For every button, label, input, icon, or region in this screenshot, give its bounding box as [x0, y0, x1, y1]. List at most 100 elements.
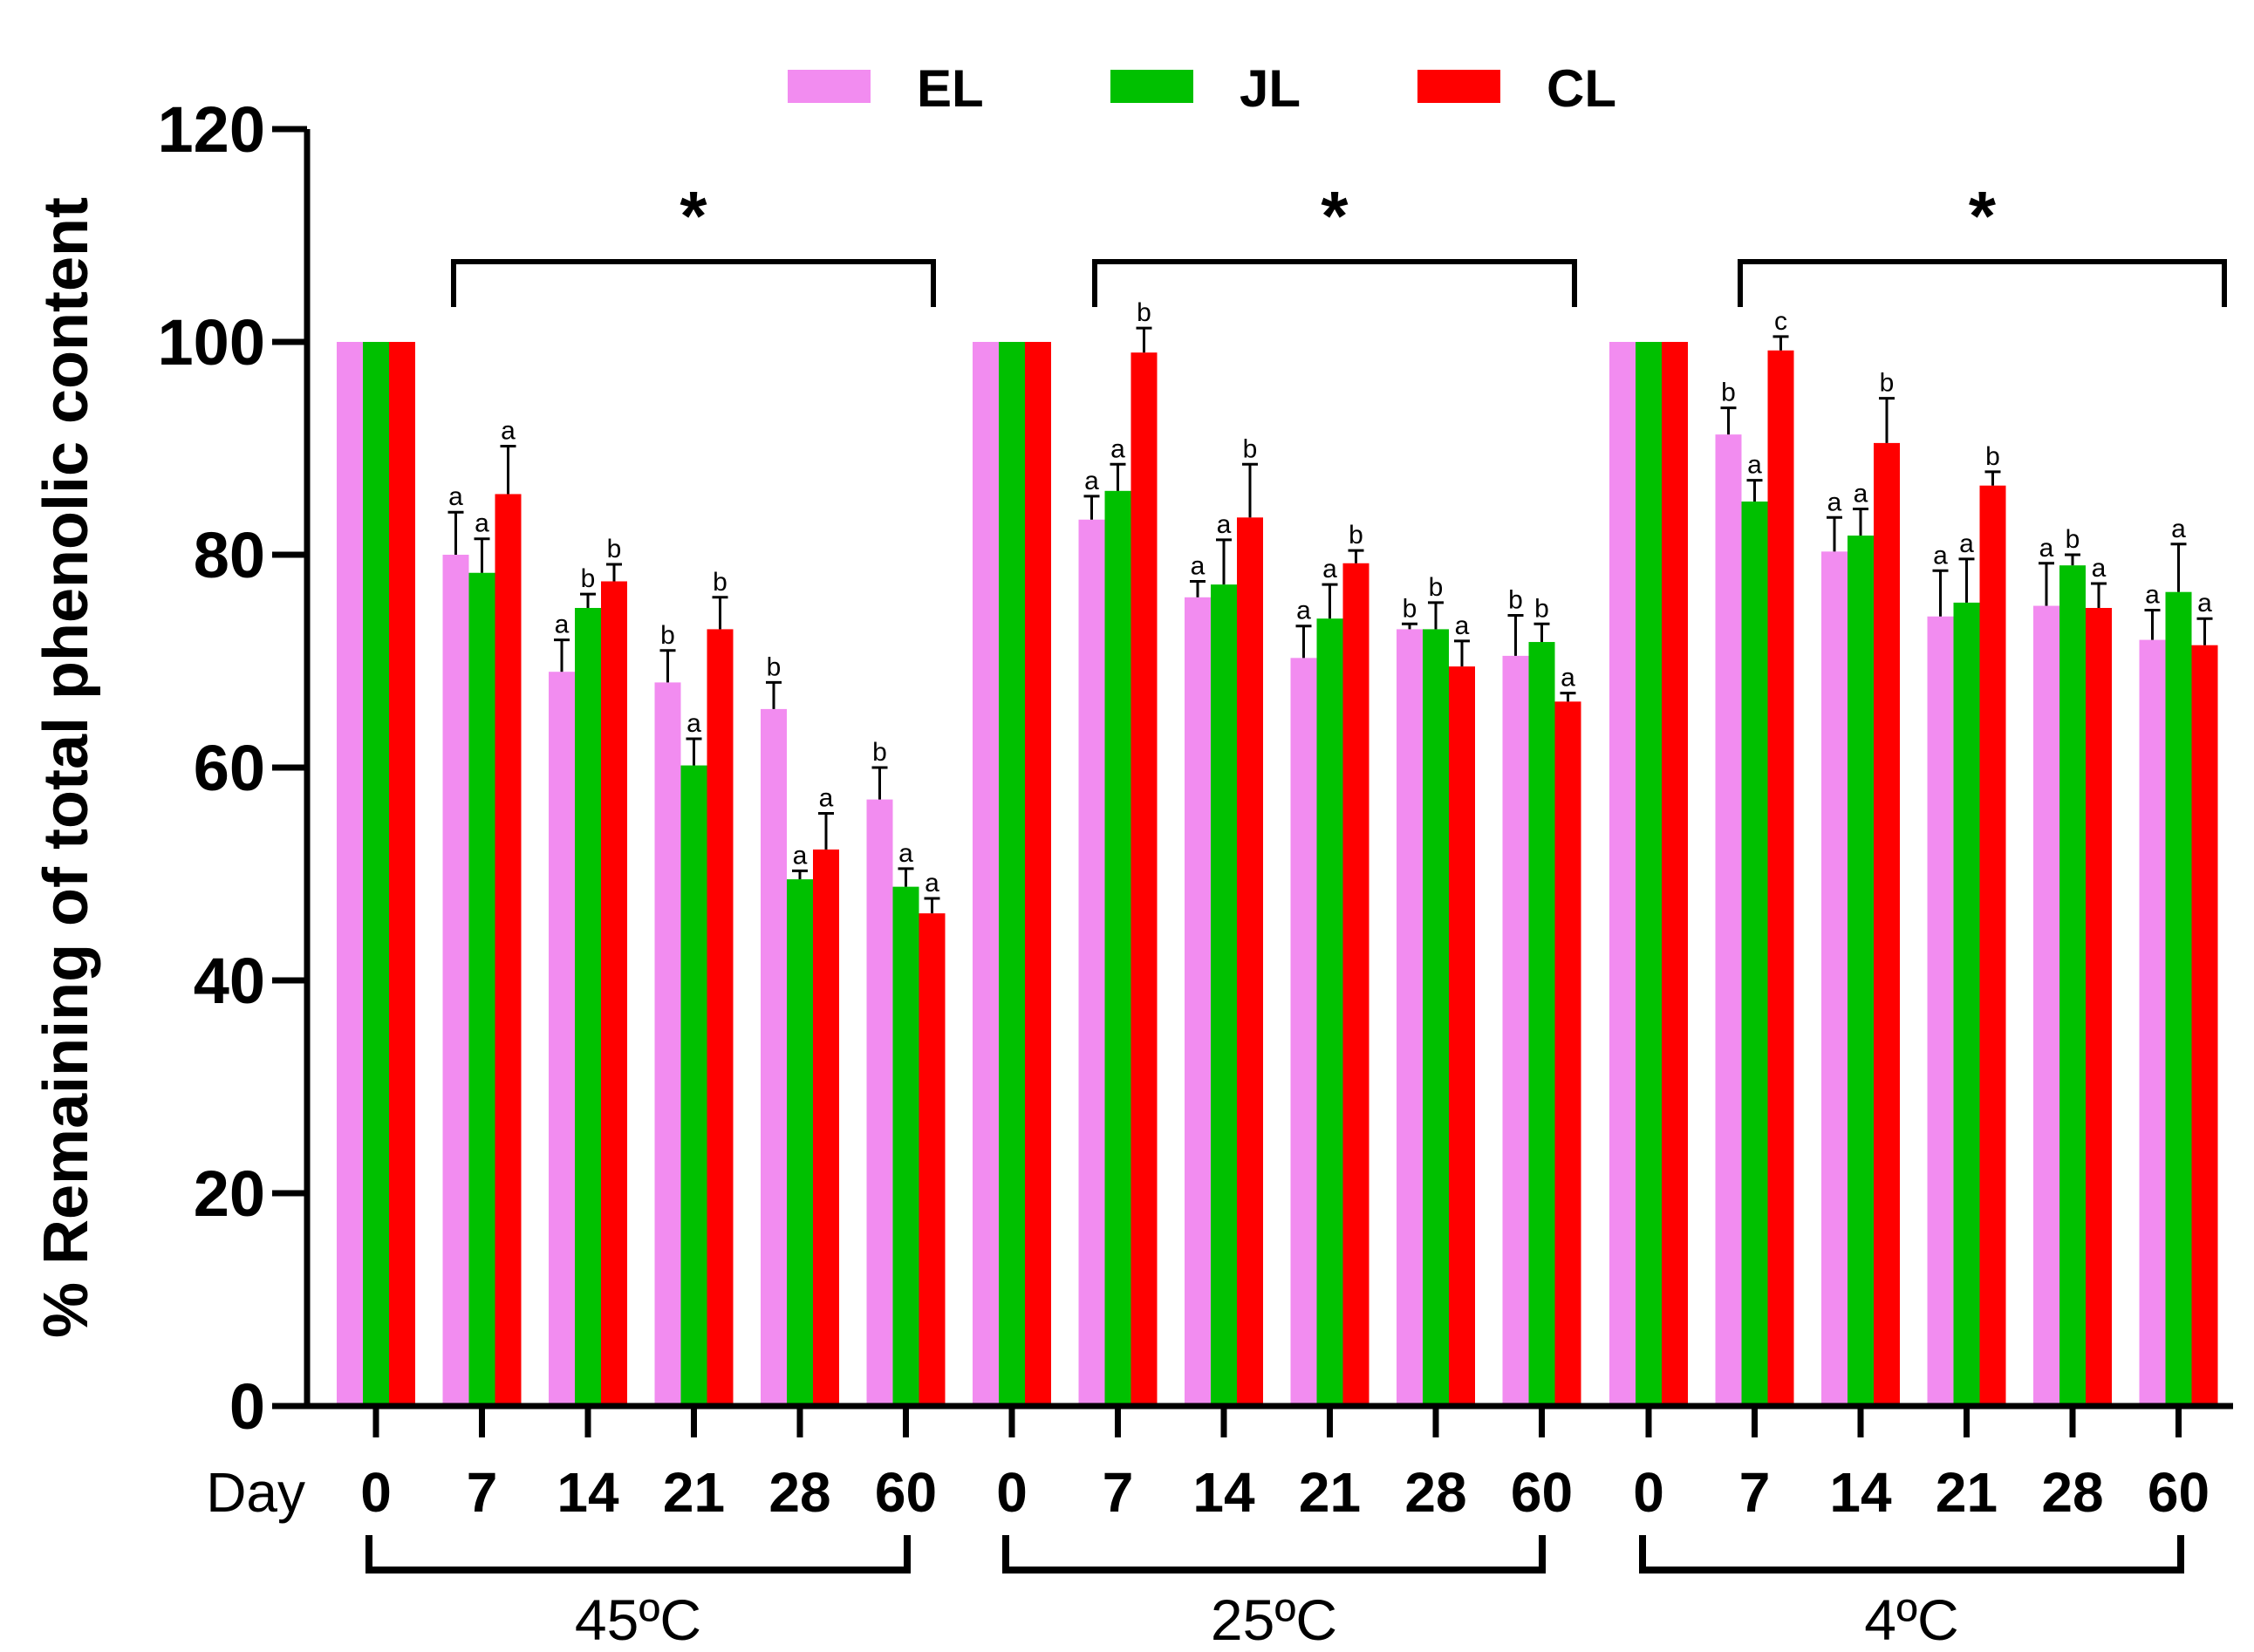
y-tick-label: 60: [194, 732, 265, 804]
y-tick-label: 0: [229, 1370, 265, 1443]
significance-letter: a: [1959, 529, 1974, 558]
bar-25ºC-JL-day14: [1211, 584, 1237, 1406]
bar-45ºC-JL-day28: [787, 879, 813, 1406]
significance-letter: b: [1429, 573, 1444, 602]
x-tick-label: 60: [875, 1461, 937, 1524]
bar-25ºC-JL-day21: [1316, 618, 1343, 1406]
significance-letter: b: [607, 535, 622, 563]
significance-letter: b: [1721, 379, 1736, 407]
temperature-label: 45ºC: [575, 1587, 701, 1652]
significance-letter: a: [448, 482, 463, 511]
temperature-bracket: [1639, 1535, 2184, 1573]
significance-letter: b: [713, 568, 727, 597]
significance-letter: a: [2145, 580, 2160, 609]
bar-4ºC-CL-day7: [1767, 350, 1794, 1406]
significance-letter: a: [1854, 480, 1868, 509]
significance-letter: a: [2092, 554, 2107, 583]
bar-4ºC-JL-day14: [1848, 536, 1874, 1406]
bar-25ºC-CL-day21: [1342, 563, 1369, 1406]
bar-4ºC-JL-day21: [1953, 602, 1980, 1406]
x-tick-label: 0: [996, 1461, 1028, 1524]
x-tick-label: 7: [467, 1461, 498, 1524]
x-tick-label: 0: [1633, 1461, 1664, 1524]
x-tick-label: 14: [1829, 1461, 1892, 1524]
y-tick-label: 20: [194, 1157, 265, 1230]
bar-4ºC-EL-day0: [1609, 342, 1636, 1406]
bar-45ºC-EL-day60: [866, 799, 893, 1406]
bar-25ºC-CL-day14: [1237, 517, 1263, 1406]
significance-letter: a: [2171, 515, 2186, 543]
significance-star: *: [1321, 177, 1349, 255]
significance-letter: b: [1508, 586, 1523, 615]
x-tick-label: 28: [768, 1461, 830, 1524]
bar-4ºC-EL-day28: [2033, 605, 2059, 1406]
significance-letter: a: [1084, 467, 1099, 495]
bar-25ºC-JL-day7: [1104, 490, 1131, 1406]
significance-bracket: [451, 259, 936, 307]
bar-4ºC-JL-day7: [1741, 502, 1768, 1406]
significance-letter: c: [1774, 307, 1787, 336]
significance-letter: b: [767, 652, 782, 681]
significance-letter: a: [501, 417, 516, 446]
significance-letter: b: [1985, 442, 2000, 471]
x-tick-label: 14: [557, 1461, 619, 1524]
significance-letter: a: [686, 709, 701, 738]
y-tick-label: 100: [158, 306, 265, 379]
significance-letter: a: [1191, 552, 1206, 581]
significance-letter: a: [1296, 597, 1311, 625]
bar-45ºC-CL-day60: [919, 913, 946, 1406]
y-axis-title: % Remaining of total phenolic content: [31, 197, 101, 1338]
significance-letter: a: [1217, 510, 1232, 539]
bar-4ºC-JL-day0: [1636, 342, 1662, 1406]
bar-45ºC-CL-day21: [707, 629, 734, 1406]
x-tick-label: 28: [1404, 1461, 1466, 1524]
legend-label-JL: JL: [1240, 59, 1301, 118]
significance-letter: a: [1455, 611, 1470, 640]
significance-letter: a: [1747, 451, 1762, 480]
significance-letter: a: [1827, 488, 1842, 516]
bar-4ºC-CL-day28: [2086, 608, 2112, 1406]
bar-25ºC-EL-day60: [1502, 655, 1529, 1406]
x-tick-label: 21: [1936, 1461, 1998, 1524]
significance-letter: b: [2066, 525, 2080, 554]
bar-25ºC-JL-day60: [1528, 642, 1555, 1406]
legend-label-EL: EL: [917, 59, 984, 118]
significance-letter: a: [2039, 534, 2054, 563]
legend-swatch-JL: [1110, 70, 1193, 103]
bar-25ºC-CL-day7: [1130, 352, 1158, 1407]
significance-letter: a: [898, 839, 913, 868]
significance-letter: b: [1243, 434, 1258, 463]
temperature-bracket: [1002, 1535, 1546, 1573]
bar-4ºC-CL-day14: [1874, 442, 1900, 1406]
bar-4ºC-EL-day7: [1715, 434, 1742, 1406]
bar-25ºC-CL-day28: [1449, 666, 1475, 1406]
x-tick-label: 0: [360, 1461, 392, 1524]
bar-4ºC-CL-day60: [2191, 645, 2218, 1406]
significance-letter: a: [1561, 664, 1575, 693]
bar-25ºC-JL-day0: [999, 342, 1025, 1406]
significance-letter: a: [475, 509, 489, 538]
bar-45ºC-JL-day21: [680, 765, 707, 1406]
legend-label-CL: CL: [1547, 59, 1616, 118]
significance-letter: a: [1322, 555, 1337, 584]
bar-45ºC-EL-day21: [654, 682, 681, 1406]
x-tick-label: 28: [2041, 1461, 2103, 1524]
significance-letter: a: [2197, 589, 2212, 618]
significance-letter: a: [925, 869, 939, 898]
bar-45ºC-EL-day28: [761, 708, 787, 1406]
significance-letter: b: [1403, 594, 1417, 623]
bar-45ºC-JL-day7: [468, 572, 495, 1406]
bar-45ºC-JL-day0: [363, 342, 389, 1406]
x-tick-label: 7: [1739, 1461, 1771, 1524]
significance-bracket: [1738, 259, 2227, 307]
significance-letter: a: [793, 841, 808, 870]
bar-45ºC-CL-day0: [389, 342, 415, 1406]
x-tick-label: 14: [1192, 1461, 1255, 1524]
bar-45ºC-CL-day7: [495, 494, 522, 1407]
y-tick-label: 120: [158, 93, 265, 166]
bar-4ºC-CL-day21: [1979, 485, 2006, 1407]
significance-letter: a: [555, 611, 570, 639]
bar-25ºC-EL-day7: [1078, 519, 1105, 1406]
bar-25ºC-JL-day28: [1423, 629, 1449, 1406]
x-tick-label: 60: [2148, 1461, 2210, 1524]
